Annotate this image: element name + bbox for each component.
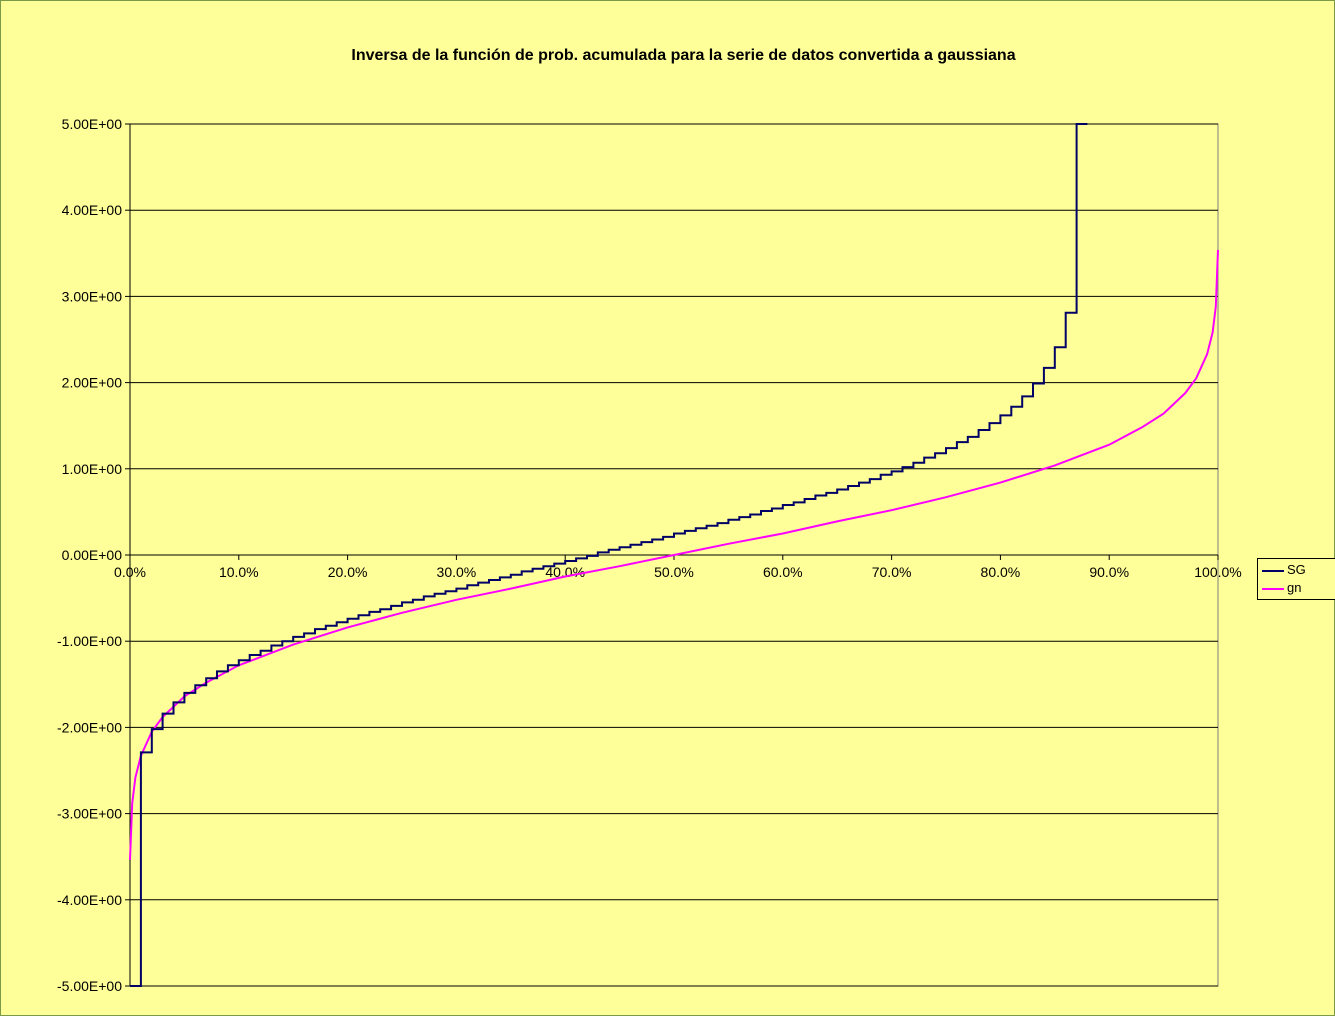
y-tick-label: 2.00E+00 <box>62 375 123 391</box>
y-tick-label: 3.00E+00 <box>62 288 123 304</box>
x-tick-label: 0.0% <box>114 564 146 580</box>
chart-title: Inversa de la función de prob. acumulada… <box>351 47 1016 64</box>
y-tick-label: -4.00E+00 <box>57 892 122 908</box>
legend-label-sg: SG <box>1287 562 1306 577</box>
x-tick-label: 10.0% <box>219 564 259 580</box>
series-sg-line <box>130 123 1088 987</box>
y-tick-label: 5.00E+00 <box>62 116 123 132</box>
y-tick-label: 0.00E+00 <box>62 547 123 563</box>
y-tick-label: -3.00E+00 <box>57 806 122 822</box>
y-tick-label: -2.00E+00 <box>57 719 122 735</box>
x-tick-label: 20.0% <box>328 564 368 580</box>
x-tick-label: 30.0% <box>437 564 477 580</box>
x-tick-label: 40.0% <box>545 564 585 580</box>
y-tick-label: -5.00E+00 <box>57 978 122 994</box>
x-tick-label: 70.0% <box>872 564 912 580</box>
y-tick-label: 4.00E+00 <box>62 202 123 218</box>
x-tick-label: 60.0% <box>763 564 803 580</box>
series-gn-line <box>129 249 1219 861</box>
y-tick-label: 1.00E+00 <box>62 461 123 477</box>
y-axis-labels: 5.00E+00 4.00E+00 3.00E+00 2.00E+00 1.00E+00… <box>57 116 122 994</box>
x-tick-label: 90.0% <box>1089 564 1129 580</box>
x-tick-label: 50.0% <box>654 564 694 580</box>
legend: SG gn <box>1257 558 1335 600</box>
x-axis-labels: 0.0% 10.0% 20.0% 30.0% 40.0% 50.0% 60.0% 70.0% 8… <box>114 564 1242 580</box>
grid-lines <box>125 123 1219 987</box>
x-tick-label: 80.0% <box>981 564 1021 580</box>
legend-swatch-sg <box>1262 570 1284 572</box>
legend-label-gn: gn <box>1287 580 1302 595</box>
x-tick-label: 100.0% <box>1194 564 1241 580</box>
y-tick-label: -1.00E+00 <box>57 633 122 649</box>
legend-swatch-gn <box>1262 588 1284 590</box>
